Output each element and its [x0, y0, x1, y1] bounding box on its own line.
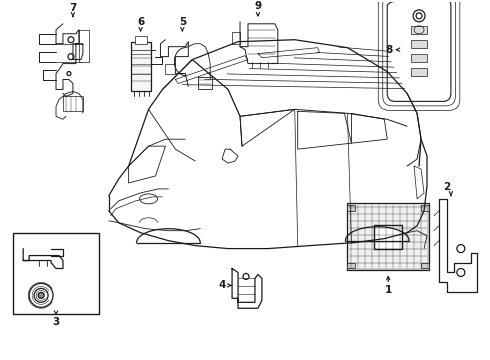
- Bar: [347, 203, 429, 270]
- Bar: [411, 26, 427, 34]
- Text: 2: 2: [443, 182, 450, 192]
- Bar: [131, 42, 150, 91]
- Bar: [421, 262, 429, 269]
- Text: 5: 5: [179, 17, 186, 27]
- Text: 8: 8: [386, 45, 393, 55]
- Text: 1: 1: [385, 285, 392, 295]
- Ellipse shape: [140, 194, 157, 204]
- Circle shape: [38, 292, 44, 298]
- Text: 7: 7: [69, 3, 76, 13]
- Bar: [347, 205, 355, 211]
- Text: 6: 6: [137, 17, 144, 27]
- Bar: [411, 54, 427, 62]
- Text: 3: 3: [52, 317, 60, 327]
- Bar: [347, 262, 355, 269]
- Bar: [13, 233, 99, 314]
- Bar: [411, 68, 427, 76]
- Bar: [135, 36, 147, 44]
- Text: 4: 4: [219, 280, 226, 291]
- Text: 9: 9: [254, 1, 262, 11]
- Bar: [374, 225, 402, 249]
- Bar: [411, 40, 427, 48]
- Bar: [421, 205, 429, 211]
